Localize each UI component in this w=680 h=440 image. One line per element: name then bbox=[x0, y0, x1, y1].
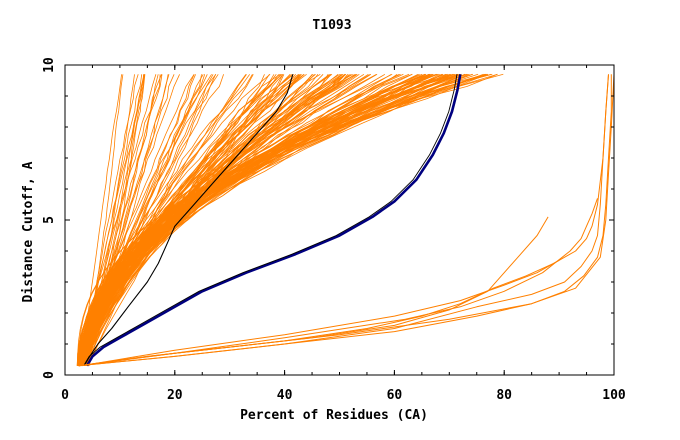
model-curve bbox=[80, 73, 307, 366]
x-tick-label: 0 bbox=[61, 388, 69, 403]
model-curve bbox=[88, 74, 204, 366]
model-curve bbox=[86, 73, 484, 366]
model-curve-outlier bbox=[78, 74, 609, 367]
model-curve bbox=[79, 74, 124, 366]
x-tick-label: 100 bbox=[602, 388, 626, 403]
chart-title: T1093 bbox=[312, 18, 351, 33]
model-curve-outlier bbox=[81, 259, 560, 367]
x-tick-label: 80 bbox=[496, 388, 512, 403]
model-curve bbox=[77, 73, 492, 366]
model-curve bbox=[81, 74, 208, 366]
model-curve-outlier bbox=[78, 74, 612, 367]
y-tick-label: 0 bbox=[42, 371, 57, 379]
x-axis-label: Percent of Residues (CA) bbox=[240, 408, 428, 423]
model-curve bbox=[86, 74, 216, 366]
x-tick-label: 20 bbox=[167, 388, 183, 403]
best-model-outline bbox=[83, 74, 458, 366]
model-curve bbox=[86, 74, 247, 366]
y-tick-label: 10 bbox=[42, 57, 57, 73]
model-curve bbox=[83, 73, 442, 366]
model-curve-outlier bbox=[78, 74, 615, 367]
model-curve bbox=[83, 73, 470, 366]
model-curve bbox=[82, 74, 146, 366]
y-tick-label: 5 bbox=[42, 216, 57, 224]
tick-layer: 0 20 40 60 80 100 0 5 10 bbox=[42, 57, 626, 403]
model-curve bbox=[82, 73, 487, 366]
x-tick-label: 60 bbox=[387, 388, 403, 403]
series-layer bbox=[76, 73, 615, 367]
y-axis-label: Distance Cutoff, A bbox=[21, 161, 36, 302]
model-bundle bbox=[76, 73, 504, 366]
best-model-curve bbox=[85, 74, 462, 367]
reference-curve bbox=[83, 74, 294, 366]
model-curve bbox=[81, 74, 196, 366]
model-curve-outlier bbox=[78, 198, 598, 367]
model-curve bbox=[88, 74, 285, 366]
x-tick-label: 40 bbox=[277, 388, 293, 403]
